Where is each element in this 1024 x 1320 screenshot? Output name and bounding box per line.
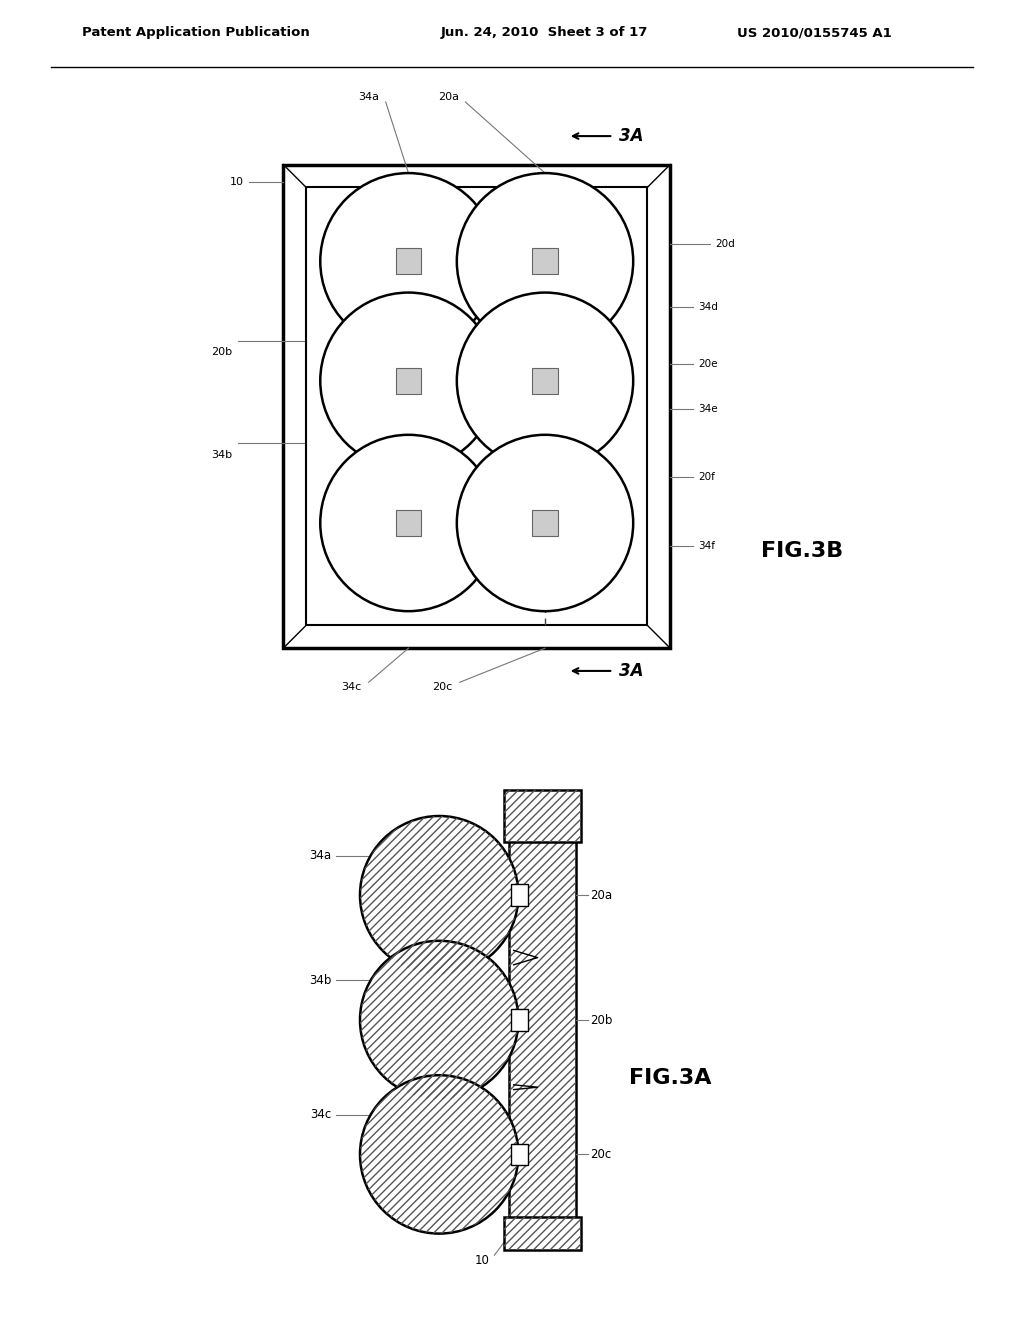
Text: FIG.3B: FIG.3B: [761, 541, 844, 561]
Bar: [395, 368, 421, 393]
Text: 34c: 34c: [310, 1109, 331, 1121]
Circle shape: [457, 173, 633, 350]
Text: Patent Application Publication: Patent Application Publication: [82, 26, 309, 40]
Text: 34a: 34a: [309, 849, 331, 862]
Text: 10: 10: [229, 177, 244, 186]
Bar: [284, 165, 670, 648]
Circle shape: [457, 434, 633, 611]
Text: 34f: 34f: [698, 541, 716, 550]
Text: 3A: 3A: [618, 661, 643, 680]
Circle shape: [457, 293, 633, 469]
Bar: [504, 789, 581, 842]
Circle shape: [360, 816, 518, 974]
Bar: [504, 789, 581, 842]
Bar: [509, 804, 575, 1246]
Text: 20e: 20e: [698, 359, 718, 368]
Text: 34b: 34b: [309, 974, 331, 987]
Bar: [532, 368, 558, 393]
Text: 34e: 34e: [698, 404, 718, 414]
Text: US 2010/0155745 A1: US 2010/0155745 A1: [737, 26, 892, 40]
Text: 20b: 20b: [591, 1014, 612, 1027]
Bar: [504, 1217, 581, 1250]
Text: 20b: 20b: [211, 347, 232, 358]
Text: 20c: 20c: [591, 1148, 611, 1160]
Text: FIG.3A: FIG.3A: [629, 1068, 712, 1088]
Text: 20a: 20a: [591, 888, 612, 902]
Bar: [511, 1143, 528, 1166]
Circle shape: [321, 173, 497, 350]
Bar: [395, 248, 421, 275]
Circle shape: [321, 434, 497, 611]
Text: 34c: 34c: [341, 682, 361, 692]
Bar: [511, 884, 528, 906]
Text: 20c: 20c: [432, 682, 453, 692]
Circle shape: [360, 1076, 518, 1234]
Text: 10: 10: [475, 1254, 489, 1266]
Text: 34b: 34b: [211, 450, 232, 459]
Bar: [306, 187, 647, 626]
Text: Jun. 24, 2010  Sheet 3 of 17: Jun. 24, 2010 Sheet 3 of 17: [440, 26, 648, 40]
Text: 20a: 20a: [438, 92, 459, 102]
Text: 20d: 20d: [716, 239, 735, 249]
Bar: [509, 804, 575, 1246]
Circle shape: [360, 941, 518, 1100]
Bar: [504, 1217, 581, 1250]
Bar: [511, 1010, 528, 1031]
Circle shape: [321, 293, 497, 469]
Bar: [532, 511, 558, 536]
Bar: [532, 248, 558, 275]
Text: 20f: 20f: [698, 473, 716, 483]
Bar: [395, 511, 421, 536]
Text: 34d: 34d: [698, 302, 719, 312]
Text: 3A: 3A: [618, 127, 643, 145]
Text: 34a: 34a: [358, 92, 379, 102]
